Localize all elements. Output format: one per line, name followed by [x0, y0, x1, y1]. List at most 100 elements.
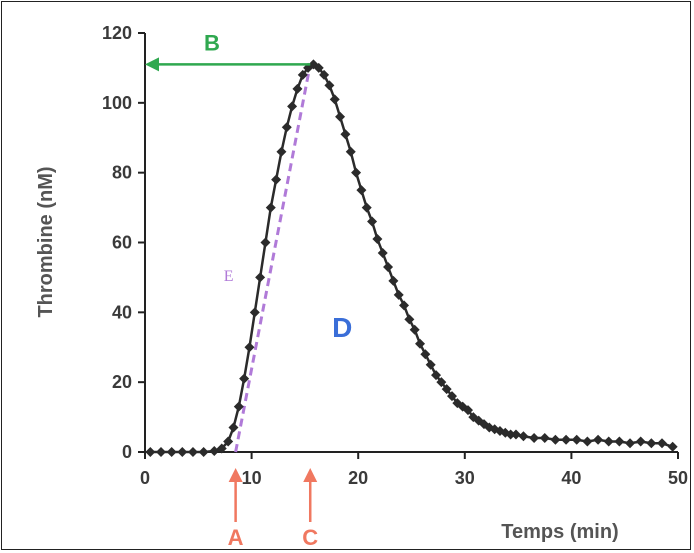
data-point [292, 83, 303, 94]
series-line [150, 62, 674, 454]
data-point [377, 247, 388, 258]
y-tick-label: 40 [112, 302, 132, 322]
axes [138, 32, 679, 459]
data-point [361, 202, 372, 213]
data-point [372, 234, 383, 245]
data-point [399, 300, 410, 311]
data-point [425, 359, 436, 370]
annotation-d-label: D [332, 312, 352, 343]
data-point [209, 445, 220, 456]
data-point [166, 447, 177, 457]
data-point [415, 338, 426, 349]
data-point [351, 167, 362, 178]
data-point [335, 111, 346, 122]
data-point [155, 447, 166, 457]
data-point [228, 422, 239, 433]
data-point [539, 433, 550, 444]
data-point [260, 237, 271, 248]
data-point [287, 101, 298, 112]
data-point [614, 436, 625, 447]
data-point [216, 443, 227, 454]
annotation-e-label: E [224, 268, 234, 285]
data-point [635, 436, 646, 447]
data-point [388, 275, 399, 286]
data-point [383, 261, 394, 272]
data-point [646, 438, 657, 449]
y-axis-label: Thrombine (nM) [35, 166, 57, 317]
data-point [255, 272, 266, 283]
x-tick-label: 20 [348, 468, 368, 488]
data-point [431, 370, 442, 381]
data-point [462, 405, 473, 416]
data-point [233, 401, 244, 412]
y-tick-label: 80 [112, 163, 132, 183]
data-point [518, 431, 529, 442]
y-tick-label: 0 [122, 442, 132, 462]
tick-labels: 0 20 40 60 80 100 120 0 10 20 30 40 50 [102, 23, 688, 488]
y-tick-label: 100 [102, 93, 132, 113]
data-point [529, 433, 540, 444]
data-point [329, 94, 340, 105]
x-tick-label: 50 [668, 468, 688, 488]
x-tick-label: 10 [242, 468, 262, 488]
data-point [244, 342, 255, 353]
data-point [505, 429, 516, 440]
data-point [271, 174, 282, 185]
data-point [582, 436, 593, 447]
data-point [198, 447, 209, 457]
data-point [657, 438, 668, 449]
data-point [447, 391, 458, 402]
data-point [561, 434, 572, 445]
y-tick-label: 20 [112, 372, 132, 392]
data-point [356, 185, 367, 196]
data-point [145, 447, 156, 457]
data-point [571, 434, 582, 445]
data-point [441, 384, 452, 395]
data-series [145, 59, 678, 457]
annotation-lines [234, 64, 312, 453]
arrow-b-head [145, 57, 159, 72]
data-point [223, 436, 234, 447]
data-point [303, 62, 314, 73]
data-point [393, 289, 404, 300]
data-point [510, 429, 521, 440]
data-point [603, 436, 614, 447]
data-point [420, 349, 431, 360]
annotation-b-label: B [204, 30, 220, 55]
data-point [297, 69, 308, 80]
data-point [404, 314, 415, 325]
data-point [281, 122, 292, 133]
data-point [667, 441, 678, 452]
data-point [345, 146, 356, 157]
arrow-a-head [228, 468, 243, 482]
data-point [324, 80, 335, 91]
annotation-a-label: A [228, 525, 244, 550]
data-point [276, 146, 287, 157]
x-tick-label: 40 [561, 468, 581, 488]
data-point [239, 373, 250, 384]
data-point [187, 447, 198, 457]
annotation-c-label: C [302, 525, 318, 550]
data-point [249, 307, 260, 318]
data-point [593, 434, 604, 445]
annotation-labels: B A C D E [145, 30, 352, 550]
data-point [550, 434, 561, 445]
slope-line-e [234, 64, 312, 453]
y-tick-label: 120 [102, 23, 132, 43]
data-point [319, 69, 330, 80]
data-point [625, 438, 636, 449]
data-point [367, 216, 378, 227]
y-tick-label: 60 [112, 233, 132, 253]
x-tick-label: 0 [140, 468, 150, 488]
data-point [340, 129, 351, 140]
arrow-c-head [303, 468, 318, 482]
x-axis-label: Temps (min) [501, 521, 618, 543]
data-point [409, 324, 420, 335]
data-point [265, 202, 276, 213]
data-point [313, 62, 324, 73]
data-point [177, 447, 188, 457]
x-tick-label: 30 [455, 468, 475, 488]
data-point [436, 377, 447, 388]
